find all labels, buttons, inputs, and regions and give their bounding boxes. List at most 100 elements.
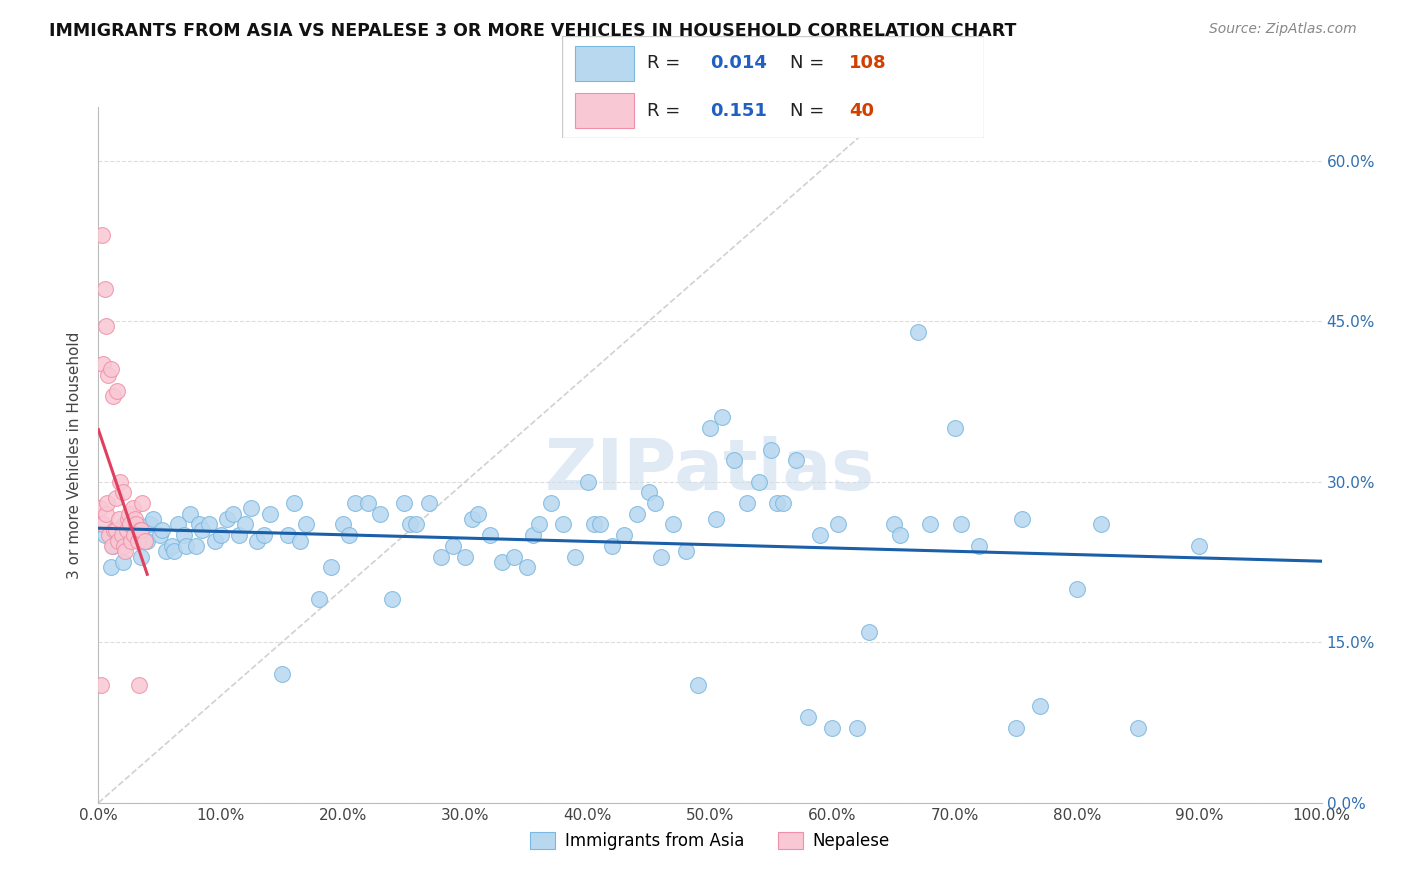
Point bbox=[134, 533, 156, 548]
Point bbox=[381, 592, 404, 607]
Point bbox=[204, 533, 226, 548]
Point bbox=[93, 282, 115, 296]
Point bbox=[179, 507, 201, 521]
Point bbox=[163, 544, 186, 558]
Point bbox=[114, 544, 136, 558]
Point bbox=[553, 517, 575, 532]
Point bbox=[564, 549, 586, 564]
Point bbox=[1066, 582, 1088, 596]
Point bbox=[1004, 721, 1026, 735]
Point bbox=[215, 512, 238, 526]
Point bbox=[766, 496, 789, 510]
Point bbox=[93, 528, 115, 542]
Point bbox=[1128, 721, 1150, 735]
Text: IMMIGRANTS FROM ASIA VS NEPALESE 3 OR MORE VEHICLES IN HOUSEHOLD CORRELATION CHA: IMMIGRANTS FROM ASIA VS NEPALESE 3 OR MO… bbox=[49, 22, 1017, 40]
Point bbox=[845, 721, 868, 735]
Point bbox=[1029, 699, 1052, 714]
Point bbox=[920, 517, 942, 532]
Point bbox=[111, 485, 134, 500]
Point bbox=[399, 517, 422, 532]
Point bbox=[516, 560, 538, 574]
Point bbox=[127, 533, 149, 548]
Point bbox=[277, 528, 299, 542]
Point bbox=[252, 528, 274, 542]
Point bbox=[1090, 517, 1112, 532]
Point bbox=[785, 453, 807, 467]
Y-axis label: 3 or more Vehicles in Household: 3 or more Vehicles in Household bbox=[67, 331, 83, 579]
Point bbox=[430, 549, 453, 564]
Point bbox=[686, 678, 709, 692]
FancyBboxPatch shape bbox=[562, 36, 984, 138]
Point bbox=[112, 539, 135, 553]
Point bbox=[96, 319, 118, 334]
Point bbox=[368, 507, 391, 521]
Point bbox=[110, 475, 132, 489]
Point bbox=[723, 453, 745, 467]
Point bbox=[761, 442, 783, 457]
Point bbox=[91, 357, 114, 371]
Point bbox=[540, 496, 562, 510]
Point bbox=[209, 528, 232, 542]
Point bbox=[149, 528, 172, 542]
Point bbox=[111, 528, 134, 542]
Text: R =: R = bbox=[647, 102, 692, 120]
Text: 108: 108 bbox=[849, 54, 887, 72]
Point bbox=[131, 496, 153, 510]
Point bbox=[122, 528, 145, 542]
Point bbox=[101, 539, 124, 553]
Point bbox=[644, 496, 666, 510]
Point bbox=[98, 528, 121, 542]
Point bbox=[121, 501, 143, 516]
Point bbox=[441, 539, 464, 553]
Point bbox=[283, 496, 305, 510]
Point bbox=[105, 523, 128, 537]
Point bbox=[270, 667, 294, 681]
Point bbox=[675, 544, 697, 558]
Point bbox=[108, 512, 131, 526]
Point bbox=[821, 721, 844, 735]
Point bbox=[418, 496, 440, 510]
Point bbox=[662, 517, 685, 532]
Point bbox=[129, 523, 152, 537]
Point bbox=[125, 517, 148, 532]
Legend: Immigrants from Asia, Nepalese: Immigrants from Asia, Nepalese bbox=[523, 826, 897, 857]
Point bbox=[772, 496, 794, 510]
Point bbox=[105, 384, 128, 398]
Point bbox=[187, 517, 209, 532]
Point bbox=[637, 485, 661, 500]
Point bbox=[90, 678, 112, 692]
Point bbox=[91, 517, 114, 532]
Point bbox=[337, 528, 360, 542]
Point bbox=[699, 421, 721, 435]
Point bbox=[613, 528, 636, 542]
Point bbox=[858, 624, 880, 639]
Point bbox=[319, 560, 342, 574]
Point bbox=[748, 475, 770, 489]
Point bbox=[240, 501, 263, 516]
Point bbox=[167, 517, 190, 532]
Point bbox=[139, 517, 162, 532]
Point bbox=[100, 560, 122, 574]
Point bbox=[89, 501, 111, 516]
Point bbox=[107, 533, 129, 548]
Point bbox=[650, 549, 672, 564]
Text: 0.151: 0.151 bbox=[710, 102, 766, 120]
Point bbox=[576, 475, 599, 489]
Point bbox=[308, 592, 330, 607]
Text: 40: 40 bbox=[849, 102, 875, 120]
Point bbox=[112, 517, 135, 532]
Point bbox=[356, 496, 378, 510]
Point bbox=[711, 410, 734, 425]
Point bbox=[1188, 539, 1211, 553]
Point bbox=[155, 544, 177, 558]
Point bbox=[129, 549, 152, 564]
Point bbox=[117, 512, 139, 526]
Point bbox=[176, 539, 198, 553]
Point bbox=[907, 325, 929, 339]
Point bbox=[491, 555, 513, 569]
Point bbox=[967, 539, 990, 553]
Point bbox=[197, 517, 219, 532]
Point bbox=[186, 539, 208, 553]
Point bbox=[91, 228, 114, 243]
Point bbox=[295, 517, 318, 532]
